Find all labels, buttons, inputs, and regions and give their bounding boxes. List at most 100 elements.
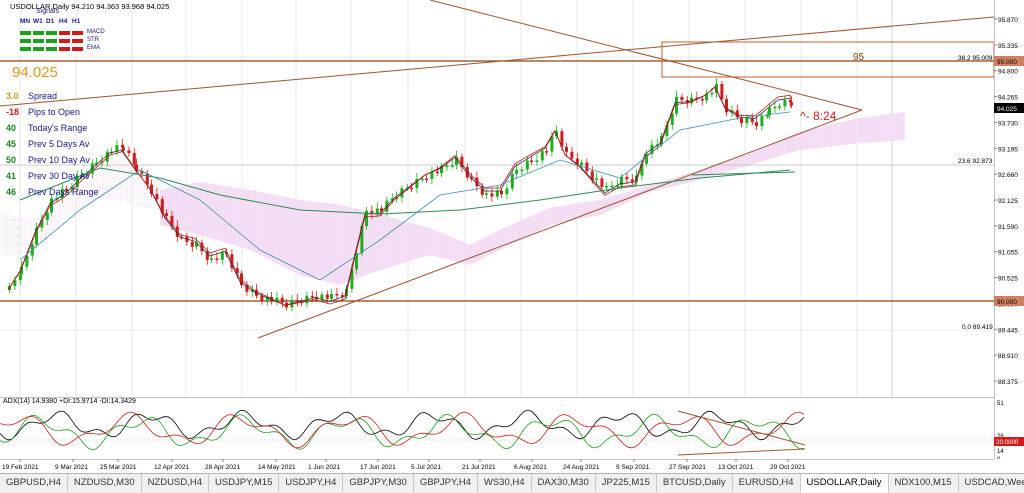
bull-candle xyxy=(455,156,458,166)
chart-tab[interactable]: GBPJPY,H4 xyxy=(414,474,478,492)
chart-tab[interactable]: USDCAD,Weekly xyxy=(959,474,1024,492)
bull-candle xyxy=(670,113,674,125)
chart-tab[interactable]: JP225,M15 xyxy=(596,474,657,492)
time-label: 21 Jul 2021 xyxy=(462,464,496,471)
bear-candle xyxy=(205,251,209,260)
descending-trendline xyxy=(429,0,863,111)
info-panel: 3.0 Spread -18 Pips to Open 40 Today's Range 4… xyxy=(6,88,99,200)
chart-tab[interactable]: USDJPY,H4 xyxy=(279,474,344,492)
time-axis-canvas: 19 Feb 2021 9 Mar 2021 25 Mar 2021 12 Apr 2… xyxy=(0,459,994,471)
price-chart-pane[interactable]: 95 38.2 95.009 23.6 92.873 0.0 89.419 ^- 8:2… xyxy=(0,0,994,396)
price-label: 90.525 xyxy=(998,276,1018,283)
bull-candle xyxy=(400,188,404,198)
bull-candle xyxy=(520,169,524,172)
signal-block xyxy=(46,31,57,35)
info-label: Spread xyxy=(28,91,58,101)
bear-candle xyxy=(530,160,533,162)
chart-tab[interactable]: USDOLLAR,Daily xyxy=(800,474,889,493)
bear-candle xyxy=(235,268,239,274)
time-label: 5 Jul 2021 xyxy=(411,464,441,471)
bear-candle xyxy=(410,187,413,190)
bull-candle xyxy=(115,145,119,152)
bear-candle xyxy=(570,151,574,159)
price-chart-canvas: 95 38.2 95.009 23.6 92.873 0.0 89.419 ^- 8:2… xyxy=(0,0,994,396)
bear-candle xyxy=(325,294,329,299)
chart-tab[interactable]: NDX100,M15 xyxy=(889,474,959,492)
chart-tab[interactable]: NZDUSD,H4 xyxy=(142,474,209,492)
chart-tab[interactable]: WS30,H4 xyxy=(478,474,532,492)
bull-candle xyxy=(620,176,623,186)
time-label: 29 Oct 2021 xyxy=(770,464,806,471)
chart-tab[interactable]: DAX30,M30 xyxy=(532,474,596,492)
chart-tab-bar: GBPUSD,H4 NZDUSD,M30 NZDUSD,H4 USDJPY,M15 US… xyxy=(0,473,1024,493)
bull-candle xyxy=(25,255,29,267)
bull-candle xyxy=(320,294,324,299)
bear-candle xyxy=(225,252,228,255)
info-row: 50 Prev 10 Day Av xyxy=(6,152,99,168)
signal-row: EMA xyxy=(20,45,100,53)
bull-candle xyxy=(760,116,764,126)
info-value: 46 xyxy=(6,187,17,197)
chart-tab[interactable]: NZDUSD,M30 xyxy=(68,474,142,492)
bull-candle xyxy=(85,173,89,176)
signal-row-label: STR xyxy=(87,37,99,43)
bear-candle xyxy=(190,241,194,247)
bull-candle xyxy=(495,191,499,197)
bear-candle xyxy=(215,258,219,260)
adx-indicator-pane[interactable] xyxy=(0,397,994,459)
signal-block xyxy=(72,39,83,43)
time-label: 14 May 2021 xyxy=(258,464,296,471)
signal-block xyxy=(59,31,70,35)
bear-candle xyxy=(545,151,548,153)
bear-candle xyxy=(750,118,754,123)
time-axis[interactable]: 19 Feb 2021 9 Mar 2021 25 Mar 2021 12 Apr 2… xyxy=(0,459,994,473)
signal-timeframe: D1 xyxy=(46,18,55,25)
bear-candle xyxy=(435,171,439,174)
signal-block xyxy=(46,39,57,43)
bear-candle xyxy=(155,194,159,200)
bear-candle xyxy=(122,147,125,151)
price-axis[interactable]: 95.870 95.335 94.800 94.265 93.730 93.195 92.6… xyxy=(994,0,1024,459)
bear-candle xyxy=(755,122,758,126)
bear-candle xyxy=(380,208,383,212)
bear-candle xyxy=(170,216,174,227)
chart-tab[interactable]: EURUSD,H4 xyxy=(733,474,801,492)
bull-candle xyxy=(420,178,424,181)
info-row: 40 Today's Range xyxy=(6,120,99,136)
chart-tab[interactable]: GBPUSD,H4 xyxy=(0,474,68,492)
chart-tab[interactable]: USDJPY,M15 xyxy=(209,474,280,492)
bear-candle xyxy=(600,178,604,187)
bull-candle xyxy=(765,115,769,117)
ascending-trendline xyxy=(257,109,863,339)
medium-ma-line xyxy=(7,86,790,306)
bull-candle xyxy=(70,187,74,190)
info-label: Prev 5 Days Av xyxy=(28,139,90,149)
info-label: Pips to Open xyxy=(28,107,81,117)
signal-block xyxy=(33,47,44,51)
bull-candle xyxy=(210,258,213,260)
signal-block xyxy=(20,39,31,43)
bull-candle xyxy=(665,124,669,136)
bear-candle xyxy=(200,242,204,252)
bull-candle xyxy=(715,84,718,93)
bull-candle xyxy=(20,266,23,275)
bear-candle xyxy=(165,213,168,216)
adx-trendline-top xyxy=(677,410,806,446)
chart-tab[interactable]: GBPJPY,M30 xyxy=(343,474,414,492)
adx-axis-label: 14 xyxy=(997,449,1004,455)
signal-row-label: MACD xyxy=(87,29,105,35)
bear-candle xyxy=(280,297,284,303)
bull-candle xyxy=(690,97,693,104)
chart-tab[interactable]: BTCUSD,Daily xyxy=(657,474,733,492)
bull-candle xyxy=(95,162,98,165)
fib-00-label: 0.0 89.419 xyxy=(962,324,993,331)
bear-candle xyxy=(240,273,243,285)
bull-candle xyxy=(595,178,598,180)
signal-block xyxy=(72,31,83,35)
signal-block xyxy=(20,47,31,51)
bull-candle xyxy=(18,274,22,281)
slow-ma-line xyxy=(19,167,791,215)
signal-block xyxy=(20,31,31,35)
bull-candle xyxy=(515,170,518,174)
bear-candle xyxy=(150,184,153,194)
